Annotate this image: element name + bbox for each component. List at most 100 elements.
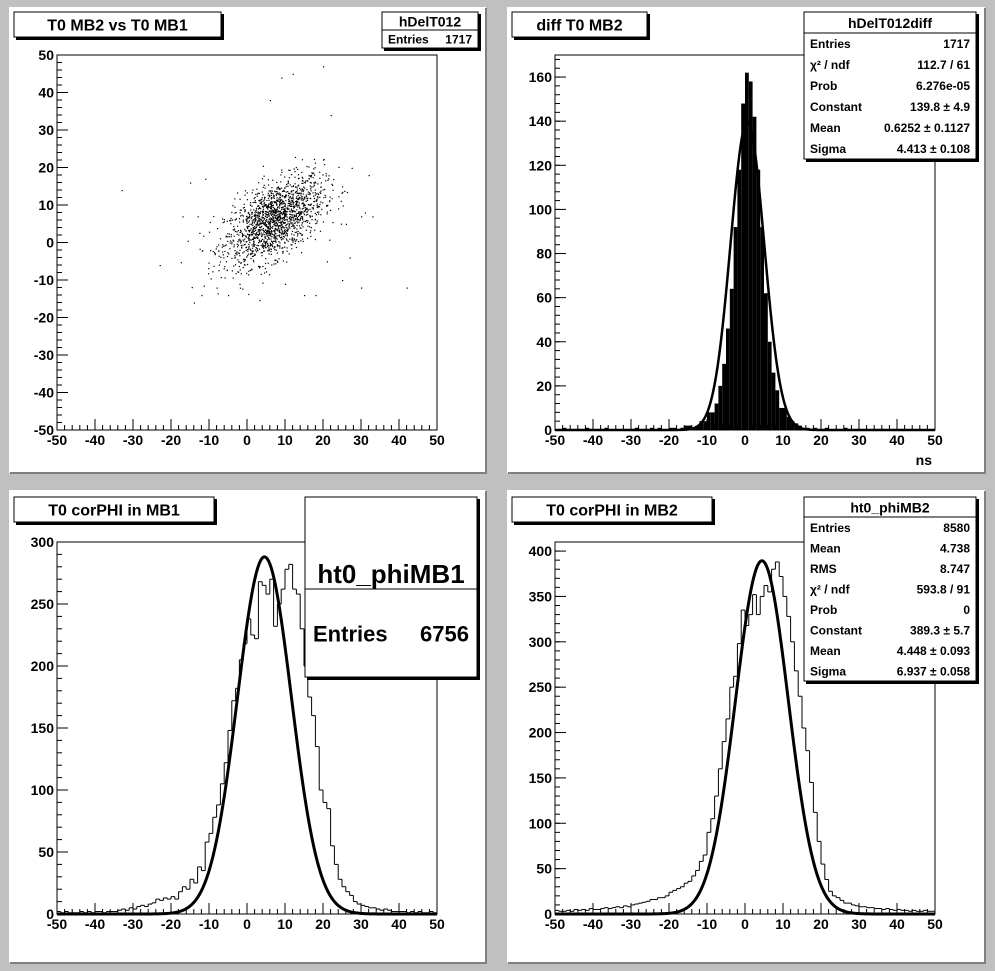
scatter-point <box>250 228 252 230</box>
scatter-point <box>268 199 270 201</box>
scatter-point <box>245 218 247 221</box>
scatter-point <box>258 242 260 244</box>
scatter-point <box>199 248 201 250</box>
scatter-point <box>285 185 287 188</box>
scatter-point <box>322 174 324 176</box>
chart-title: T0 corPHI in MB2 <box>546 503 678 520</box>
scatter-point <box>288 200 290 203</box>
scatter-point <box>301 190 303 192</box>
scatter-point <box>313 183 315 185</box>
scatter-point <box>262 200 264 202</box>
plot-area <box>555 72 935 432</box>
x-tick-label: 0 <box>243 916 251 932</box>
y-tick-label: 10 <box>38 197 54 213</box>
scatter-point <box>227 233 229 235</box>
scatter-point <box>267 213 269 216</box>
scatter-point <box>254 220 257 222</box>
scatter-point <box>281 77 283 79</box>
plot-area <box>554 559 935 916</box>
scatter-point <box>278 221 280 224</box>
x-axis: -50 -40 -30 -20 -10 0 10 20 30 40 50 <box>47 419 445 448</box>
scatter-point <box>257 212 259 215</box>
scatter-point <box>263 250 266 252</box>
scatter-point <box>303 186 305 188</box>
scatter-point <box>258 248 261 250</box>
scatter-point <box>277 261 279 263</box>
scatter-point <box>261 198 263 201</box>
scatter-point <box>275 237 277 239</box>
scatter-point <box>289 196 291 198</box>
scatter-point <box>261 235 263 238</box>
scatter-point <box>282 233 285 235</box>
scatter-point <box>266 218 268 221</box>
scatter-point <box>246 217 248 219</box>
scatter-point <box>277 193 279 195</box>
scatter-point <box>285 231 287 233</box>
scatter-point <box>234 230 237 233</box>
scatter-point <box>265 247 267 249</box>
scatter-point <box>290 222 292 224</box>
scatter-point <box>275 191 277 193</box>
scatter-point <box>296 235 299 237</box>
scatter-point <box>273 220 275 223</box>
scatter-point <box>285 195 287 197</box>
scatter-point <box>270 192 272 194</box>
histogram-bar <box>767 341 772 430</box>
y-tick-label: 0 <box>544 906 552 922</box>
scatter-point <box>228 253 230 255</box>
scatter-point <box>299 187 301 189</box>
scatter-point <box>237 225 239 227</box>
gaussian-fit-curve <box>57 555 437 916</box>
scatter-point <box>281 169 283 171</box>
scatter-point <box>262 246 264 248</box>
scatter-point <box>274 190 276 192</box>
scatter-point <box>248 236 250 238</box>
scatter-point <box>278 187 280 189</box>
scatter-point <box>287 190 289 193</box>
scatter-point <box>292 210 294 212</box>
scatter-point <box>269 234 271 237</box>
scatter-point <box>251 213 253 215</box>
histogram-bar <box>729 288 734 430</box>
stats-row-value: 6756 <box>420 621 469 646</box>
scatter-point <box>284 222 286 224</box>
scatter-point <box>289 205 291 207</box>
chart-title: diff T0 MB2 <box>536 18 622 35</box>
scatter-point <box>291 223 293 225</box>
scatter-point <box>240 241 242 243</box>
scatter-point <box>264 243 267 245</box>
scatter-point <box>250 258 252 260</box>
stats-row-value: 0 <box>963 603 970 617</box>
scatter-point <box>282 232 284 234</box>
scatter-point <box>280 239 283 241</box>
scatter-point <box>250 217 252 220</box>
scatter-point <box>280 181 282 183</box>
scatter-point <box>248 243 250 246</box>
scatter-point <box>283 216 285 218</box>
scatter-point <box>313 185 315 187</box>
scatter-point <box>264 205 266 207</box>
scatter-point <box>271 245 273 247</box>
scatter-point <box>269 245 271 247</box>
scatter-point <box>261 210 264 212</box>
x-tick-label: 10 <box>277 432 293 448</box>
scatter-point <box>220 276 222 279</box>
scatter-point <box>304 210 307 212</box>
stats-row-label: Prob <box>810 603 837 617</box>
pad-bevel-light <box>507 490 985 963</box>
scatter-point <box>256 244 258 247</box>
scatter-point <box>309 193 311 195</box>
scatter-point <box>234 264 237 266</box>
scatter-point <box>270 250 272 253</box>
scatter-point <box>258 233 260 236</box>
stats-row-label: Entries <box>810 521 851 535</box>
scatter-point <box>248 270 250 272</box>
scatter-point <box>219 238 222 240</box>
scatter-point <box>292 241 294 243</box>
scatter-point <box>282 201 284 203</box>
scatter-point <box>288 223 290 225</box>
scatter-point <box>218 244 220 246</box>
scatter-point <box>269 248 271 250</box>
scatter-point <box>300 194 302 196</box>
scatter-point <box>248 245 250 248</box>
